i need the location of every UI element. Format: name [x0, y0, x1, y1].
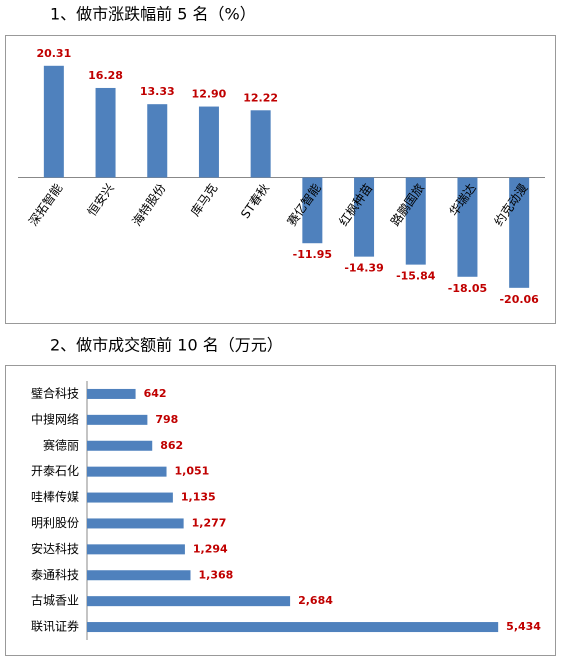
data-label: 1,051: [175, 465, 210, 478]
data-label: 798: [155, 413, 178, 426]
data-label: 862: [160, 439, 183, 452]
data-label: 12.22: [243, 91, 278, 104]
data-label: 2,684: [298, 594, 333, 607]
data-label: 12.90: [192, 88, 227, 101]
bar: [87, 492, 173, 503]
data-label: -20.06: [499, 293, 539, 306]
bar: [87, 414, 148, 425]
y-tick-label: 泰通科技: [31, 568, 79, 582]
chart-title: 1、做市涨跌幅前 5 名（%）: [50, 5, 256, 24]
bar: [87, 466, 167, 477]
chart-frame: [5, 35, 556, 324]
chart-title: 2、做市成交额前 10 名（万元）: [50, 336, 283, 355]
chart-frame: [5, 365, 556, 656]
data-label: 1,135: [181, 491, 216, 504]
bar: [43, 65, 64, 178]
y-tick-label: 璧合科技: [31, 385, 79, 400]
bar: [509, 177, 530, 288]
bar: [87, 544, 185, 555]
x-tick-label: 库马克: [187, 181, 220, 219]
bar: [147, 104, 168, 178]
bar: [87, 518, 184, 529]
y-tick-label: 安达科技: [31, 541, 79, 556]
x-tick-label: 恒安兴: [84, 181, 117, 219]
bar: [198, 106, 219, 178]
data-label: 1,294: [193, 542, 228, 555]
y-tick-label: 明利股份: [31, 516, 79, 530]
data-label: 5,434: [506, 620, 541, 633]
bar: [250, 110, 271, 178]
bar: [95, 87, 116, 178]
data-label: -11.95: [293, 248, 332, 261]
data-label: -15.84: [396, 270, 436, 283]
data-label: 642: [144, 387, 167, 400]
x-tick-label: 海特股份: [129, 181, 169, 229]
y-tick-label: 哇棒传媒: [31, 489, 79, 504]
bar: [87, 622, 499, 633]
data-label: 1,368: [199, 568, 234, 581]
bar: [457, 177, 478, 277]
data-label: 16.28: [88, 69, 123, 82]
y-tick-label: 古城香业: [31, 593, 79, 608]
bar: [87, 570, 191, 581]
y-tick-label: 开泰石化: [31, 464, 79, 478]
data-label: -14.39: [344, 262, 383, 275]
data-label: 13.33: [140, 85, 175, 98]
y-tick-label: 联讯证券: [31, 619, 79, 634]
bar: [87, 596, 291, 607]
bar: [87, 440, 153, 451]
bar: [354, 177, 375, 257]
data-label: -18.05: [448, 282, 487, 295]
bar: [405, 177, 426, 265]
x-tick-label: ST春秋: [238, 181, 272, 221]
data-label: 1,277: [192, 516, 227, 529]
bar: [302, 177, 323, 244]
y-tick-label: 赛德丽: [43, 437, 79, 452]
y-tick-label: 中搜网络: [31, 411, 79, 426]
x-tick-label: 深拓智能: [25, 181, 65, 229]
bar: [87, 388, 136, 399]
data-label: 20.31: [36, 47, 71, 60]
